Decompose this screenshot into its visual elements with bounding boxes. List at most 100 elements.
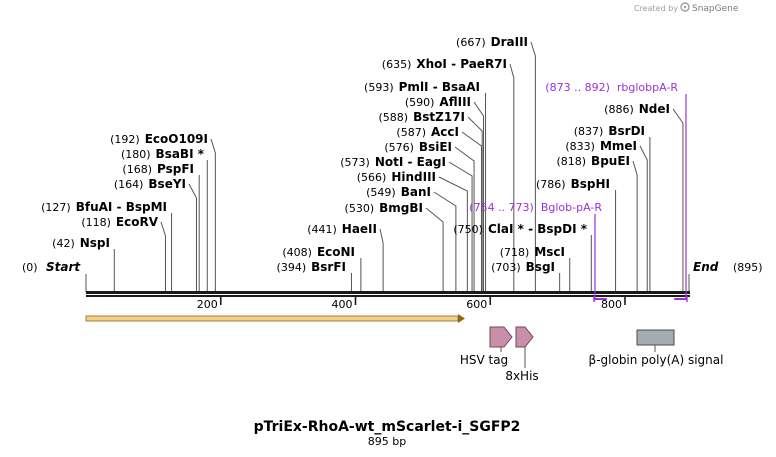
enzyme-name: NotI - EagI [375, 155, 446, 169]
enzyme-leader [632, 160, 638, 291]
feature-beta-globin-polya: β-globin poly(A) signal [589, 329, 724, 367]
enzyme-site: BsiEI (576) [384, 140, 452, 154]
feature-hsv-tag: HSV tag [460, 326, 513, 367]
enzyme-site: BseYI (164) [114, 177, 186, 191]
enzyme-position: (886) [604, 103, 634, 116]
enzyme-name: EcoNI [317, 245, 355, 259]
enzyme-site: HaeII (441) [307, 222, 377, 236]
enzyme-name: BsgI [526, 260, 555, 274]
enzyme-name: NspI [80, 236, 110, 250]
enzyme-leader [461, 131, 482, 291]
enzyme-site: PmlI - BsaAI (593) [364, 80, 480, 94]
enzyme-name: BsiEI [419, 140, 452, 154]
backbone-bottom-strand [86, 295, 690, 297]
tick-label: 600 [466, 298, 487, 311]
enzyme-name: BstZ17I [413, 110, 465, 124]
enzyme-position: (750) [453, 223, 483, 236]
enzyme-leader [448, 161, 473, 291]
enzyme-leader [438, 176, 468, 291]
enzyme-leader [473, 101, 485, 291]
end-label-group: End (895) [693, 260, 763, 274]
enzyme-name: BsrFI [311, 260, 346, 274]
enzyme-name: XhoI - PaeR7I [416, 57, 507, 71]
enzyme-name: BsaBI * [156, 147, 205, 161]
tick-label: 400 [331, 298, 352, 311]
enzyme-position: (530) [345, 202, 375, 215]
enzyme-leader [509, 63, 515, 291]
enzyme-position: (408) [282, 246, 312, 259]
enzyme-name: BpuEI [591, 154, 630, 168]
enzyme-name: DraIII [491, 35, 528, 49]
enzyme-position: (667) [456, 36, 486, 49]
primer-range: (754 .. 773) [469, 201, 534, 214]
primer-labels: Bglob-pA-R (754 .. 773) rbglobpA-R (873 .. … [469, 81, 678, 214]
enzyme-site: XhoI - PaeR7I (635) [382, 57, 507, 71]
enzyme-site: ClaI * - BspDI * (750) [453, 222, 587, 236]
enzyme-site: HindIII (566) [357, 170, 436, 184]
enzyme-name: BspHI [571, 177, 610, 191]
enzyme-site: NotI - EagI (573) [340, 155, 446, 169]
enzyme-name: EcoO109I [145, 132, 208, 146]
enzyme-site: NspI (42) [52, 236, 110, 250]
enzyme-site: EcoRV (118) [81, 215, 158, 229]
enzyme-position: (573) [340, 156, 370, 169]
8xhis-arrow [515, 326, 534, 348]
enzyme-leader [425, 207, 444, 291]
enzyme-position: (394) [277, 261, 307, 274]
snapgene-credit: Created by SnapGene [634, 2, 739, 14]
enzyme-position: (549) [366, 186, 396, 199]
enzyme-leader [454, 146, 475, 291]
enzyme-name: BfuAI - BspMI [76, 200, 167, 214]
primer-2: rbglobpA-R (873 .. 892) [545, 81, 678, 94]
enzyme-position: (703) [491, 261, 521, 274]
feature-8xhis: 8xHis [505, 326, 539, 383]
start-label: Start [46, 260, 81, 274]
snapgene-logo-icon [680, 2, 690, 12]
construct-length: 895 bp [368, 435, 406, 448]
construct-title: pTriEx-RhoA-wt_mScarlet-i_SGFP2 [254, 419, 521, 435]
enzyme-site: AccI (587) [396, 125, 459, 139]
enzyme-name: NdeI [639, 102, 670, 116]
polya-label: β-globin poly(A) signal [589, 353, 724, 367]
enzyme-name: AccI [431, 125, 459, 139]
enzyme-name: ClaI * - BspDI * [488, 222, 588, 236]
enzyme-site: DraIII (667) [456, 35, 528, 49]
enzyme-labels: NspI (42) EcoRV (118) BfuAI - BspMI (127) BseY… [41, 35, 670, 274]
primer-range: (873 .. 892) [545, 81, 610, 94]
polya-box [636, 329, 675, 346]
enzyme-leader [379, 228, 384, 291]
enzyme-leader [672, 108, 684, 291]
primer-1: Bglob-pA-R (754 .. 773) [469, 201, 602, 214]
hsv-tag-arrow [489, 326, 513, 348]
enzyme-site: EcoNI (408) [282, 245, 355, 259]
enzyme-name: BmgBI [379, 201, 423, 215]
enzyme-site: BfuAI - BspMI (127) [41, 200, 167, 214]
enzyme-leader [160, 221, 167, 291]
enzyme-position: (837) [574, 125, 604, 138]
enzyme-position: (42) [52, 237, 75, 250]
leader-lines [113, 41, 684, 291]
brand-text: SnapGene [692, 4, 739, 14]
enzyme-site: PspFI (168) [122, 162, 194, 176]
enzyme-name: HaeII [342, 222, 377, 236]
enzyme-position: (118) [81, 216, 111, 229]
enzyme-position: (818) [556, 155, 586, 168]
enzyme-position: (718) [500, 246, 530, 259]
enzyme-position: (168) [122, 163, 152, 176]
enzyme-leader [530, 41, 536, 291]
enzyme-name: AflIII [439, 95, 471, 109]
created-by-text: Created by [634, 4, 678, 13]
8xhis-label: 8xHis [505, 369, 538, 383]
primer-name: Bglob-pA-R [541, 201, 603, 214]
enzyme-site: BspHI (786) [536, 177, 610, 191]
enzyme-site: BpuEI (818) [556, 154, 630, 168]
enzyme-site: BmgBI (530) [345, 201, 423, 215]
primer-name: rbglobpA-R [617, 81, 678, 94]
enzyme-leader [639, 145, 648, 291]
enzyme-position: (590) [405, 96, 435, 109]
tick-label: 800 [601, 298, 622, 311]
enzyme-name: HindIII [391, 170, 436, 184]
enzyme-leader [433, 191, 457, 291]
orf-arrow [85, 314, 465, 323]
